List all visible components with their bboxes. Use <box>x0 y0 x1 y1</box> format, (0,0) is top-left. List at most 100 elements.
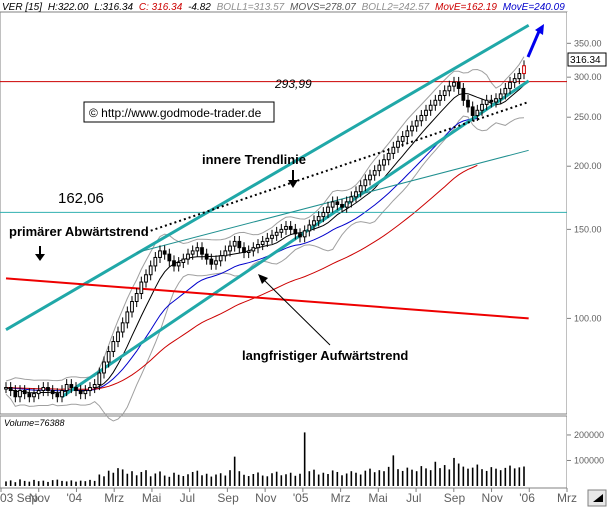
candle-body <box>13 390 18 398</box>
candle-body <box>125 311 130 324</box>
candle-body <box>293 228 298 235</box>
y-tick-label: 200.00 <box>574 161 602 171</box>
candle-body <box>344 201 349 208</box>
volume-bar <box>499 470 502 486</box>
candle-body <box>228 245 232 252</box>
x-tick-label: Sep <box>444 491 466 505</box>
candle-body <box>484 99 489 105</box>
x-tick-label: Jul <box>406 491 421 505</box>
candle-body <box>326 206 330 213</box>
candle-body <box>410 125 414 132</box>
primary-downtrend-line <box>5 277 529 320</box>
candle-body <box>298 233 302 238</box>
volume-bar <box>448 469 451 486</box>
x-tick-label: '06 <box>519 491 535 505</box>
volume-bar <box>224 475 227 486</box>
price-panel <box>0 11 568 415</box>
volume-bar <box>313 469 315 486</box>
candle-body <box>209 258 214 265</box>
candle-body <box>88 387 92 392</box>
volume-bar <box>219 473 222 486</box>
scroll-right-button[interactable] <box>587 489 607 507</box>
volume-bar <box>350 471 353 486</box>
candle-body <box>517 73 522 80</box>
candle-body <box>494 98 498 103</box>
candle-body <box>214 260 218 265</box>
y-tick-label: 100.00 <box>574 313 602 323</box>
volume-bar <box>411 469 413 486</box>
volume-bar <box>378 470 381 486</box>
volume-bar <box>415 471 418 486</box>
primary-downtrend-label: primärer Abwärtstrend <box>9 224 149 239</box>
volume-bar <box>308 471 311 486</box>
candle-body <box>368 174 372 181</box>
candle-body <box>377 164 382 172</box>
y-tick-labels: 100.00 150.00 200.00 250.00 300.00 350.00 1000… <box>574 38 604 465</box>
candle-body <box>78 390 83 395</box>
volume-bar <box>383 471 385 486</box>
candle-body <box>55 393 60 398</box>
uptrend-arrow <box>258 274 331 346</box>
grid <box>0 42 571 492</box>
volume-bar <box>196 470 199 486</box>
level-293-label: 293,99 <box>274 77 312 91</box>
candle-body <box>349 196 354 203</box>
volume-bar <box>359 474 362 486</box>
candle-body <box>330 201 335 208</box>
x-tick-label: 03 Sep <box>0 491 38 505</box>
candle-body <box>106 351 111 363</box>
candle-body <box>27 393 32 398</box>
volume-bar <box>187 474 189 486</box>
candle-body <box>363 179 368 187</box>
volume-bar <box>205 473 208 486</box>
volume-bar <box>481 469 483 486</box>
volume-bar <box>490 467 493 486</box>
candle-body <box>284 225 288 230</box>
candle-body <box>428 104 433 111</box>
volume-tick-label: 100000 <box>574 455 604 465</box>
volume-bar <box>345 473 348 486</box>
volume-bar <box>523 466 525 486</box>
candle-body <box>190 250 195 255</box>
x-tick-label: '04 <box>66 491 82 505</box>
inner-trendline-arrow <box>288 170 298 188</box>
candle-body <box>186 253 190 260</box>
volume-bars <box>5 432 525 486</box>
price-axis <box>567 12 607 488</box>
breakout-arrow <box>526 24 544 58</box>
volume-bar <box>485 470 488 486</box>
volume-bar <box>420 466 423 486</box>
candle-body <box>475 109 480 116</box>
volume-bar <box>462 466 465 486</box>
volume-bar <box>117 468 119 486</box>
volume-bar <box>84 481 87 486</box>
volume-bar <box>149 476 152 486</box>
volume-bar <box>513 468 516 486</box>
volume-bar <box>373 472 376 486</box>
upper-channel-line <box>5 23 530 331</box>
candle-body <box>139 281 144 295</box>
volume-bar <box>406 467 409 486</box>
x-tick-label: Nov <box>482 491 503 505</box>
trend-lines <box>0 23 567 398</box>
candle-body <box>522 65 526 75</box>
candle-body <box>22 390 27 395</box>
candle-body <box>172 260 176 267</box>
volume-bar <box>98 474 101 486</box>
candle-body <box>246 250 251 254</box>
volume-bar <box>443 465 446 486</box>
candle-body <box>69 384 74 389</box>
volume-bar <box>495 468 497 486</box>
volume-bar <box>476 464 479 486</box>
candle-body <box>354 191 358 198</box>
volume-bar <box>261 475 264 486</box>
volume-bar <box>518 467 521 486</box>
y-tick-label: 300.00 <box>574 72 602 82</box>
candle-body <box>158 250 162 258</box>
candle-body <box>218 255 223 262</box>
volume-bar <box>70 480 73 486</box>
volume-bar <box>51 480 54 486</box>
candle-body <box>391 146 396 154</box>
x-tick-label: Nov <box>29 491 50 505</box>
